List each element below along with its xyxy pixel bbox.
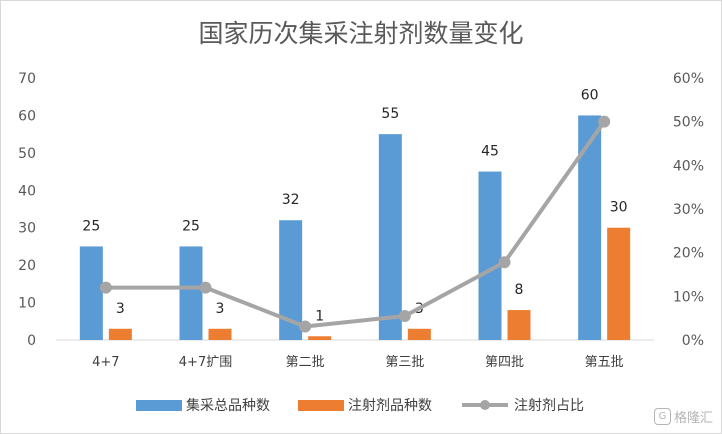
bar-injection xyxy=(208,328,232,340)
legend-label-injection: 注射剂品种数 xyxy=(348,398,432,414)
data-label-total: 55 xyxy=(381,106,399,122)
legend-swatch-total xyxy=(136,400,182,411)
left-axis-tick: 10 xyxy=(18,296,36,312)
data-label-injection: 1 xyxy=(315,308,324,324)
bar-injection xyxy=(407,328,431,340)
bar-total xyxy=(578,115,602,340)
left-axis-tick: 0 xyxy=(27,333,36,349)
bar-total xyxy=(378,134,402,340)
left-axis-tick: 30 xyxy=(18,221,36,237)
bar-injection xyxy=(607,227,631,340)
x-axis-category-label: 第四批 xyxy=(485,355,524,370)
bar-injection xyxy=(507,310,531,340)
data-label-total: 25 xyxy=(182,218,200,234)
data-label-injection: 3 xyxy=(116,301,125,317)
right-axis: 0% 10% 20% 30% 40% 50% 60% xyxy=(673,71,704,349)
bar-total xyxy=(478,171,502,340)
watermark: G 格隆汇 xyxy=(653,407,713,426)
watermark-text: 格隆汇 xyxy=(673,411,713,426)
legend-swatch-ratio-marker xyxy=(480,400,490,410)
left-axis-tick: 50 xyxy=(18,146,36,162)
right-axis-tick: 40% xyxy=(673,158,704,174)
left-axis-tick: 60 xyxy=(18,108,36,124)
data-label-total: 25 xyxy=(82,218,100,234)
x-axis-categories: 4+7 4+7扩围 第二批 第三批 第四批 第五批 xyxy=(92,355,624,370)
line-ratio-point xyxy=(99,281,112,294)
data-label-total: 45 xyxy=(481,144,499,160)
legend: 集采总品种数 注射剂品种数 注射剂占比 xyxy=(136,397,584,414)
legend-label-ratio: 注射剂占比 xyxy=(514,398,584,414)
line-ratio-point xyxy=(598,115,611,128)
data-label-total: 32 xyxy=(282,192,300,208)
x-axis-category-label: 第二批 xyxy=(286,355,325,370)
bar-total xyxy=(279,220,303,340)
right-axis-tick: 30% xyxy=(673,202,704,218)
line-ratio-point xyxy=(199,281,212,294)
x-axis-category-label: 4+7扩围 xyxy=(179,355,232,370)
line-ratio-point xyxy=(398,309,411,322)
data-label-injection: 30 xyxy=(610,200,628,216)
line-ratio xyxy=(105,120,606,329)
right-axis-tick: 20% xyxy=(673,246,704,262)
right-axis-tick: 0% xyxy=(682,333,704,349)
bar-total xyxy=(179,246,203,340)
legend-swatch-injection xyxy=(298,400,344,411)
data-label-injection: 8 xyxy=(515,282,524,298)
bar-injection xyxy=(108,328,132,340)
x-axis-category-label: 第三批 xyxy=(385,355,424,370)
data-label-total: 60 xyxy=(581,87,599,103)
bar-injection xyxy=(308,336,332,340)
bar-total xyxy=(79,246,103,340)
gelonghui-logo-icon: G xyxy=(653,408,671,425)
x-axis-category-label: 4+7 xyxy=(92,355,119,370)
data-label-injection: 3 xyxy=(216,301,225,317)
line-ratio-point xyxy=(498,256,511,269)
line-series xyxy=(99,115,611,333)
left-axis: 0 10 20 30 40 50 60 70 xyxy=(18,71,36,349)
right-axis-tick: 60% xyxy=(673,71,704,87)
legend-label-total: 集采总品种数 xyxy=(186,397,270,414)
left-axis-tick: 20 xyxy=(18,258,36,274)
left-axis-tick: 70 xyxy=(18,71,36,87)
right-axis-tick: 10% xyxy=(673,289,704,305)
x-axis-category-label: 第五批 xyxy=(585,355,624,370)
line-ratio-point xyxy=(299,320,312,333)
left-axis-tick: 40 xyxy=(18,183,36,199)
right-axis-tick: 50% xyxy=(673,115,704,131)
chart-title: 国家历次集采注射剂数量变化 xyxy=(198,19,523,48)
